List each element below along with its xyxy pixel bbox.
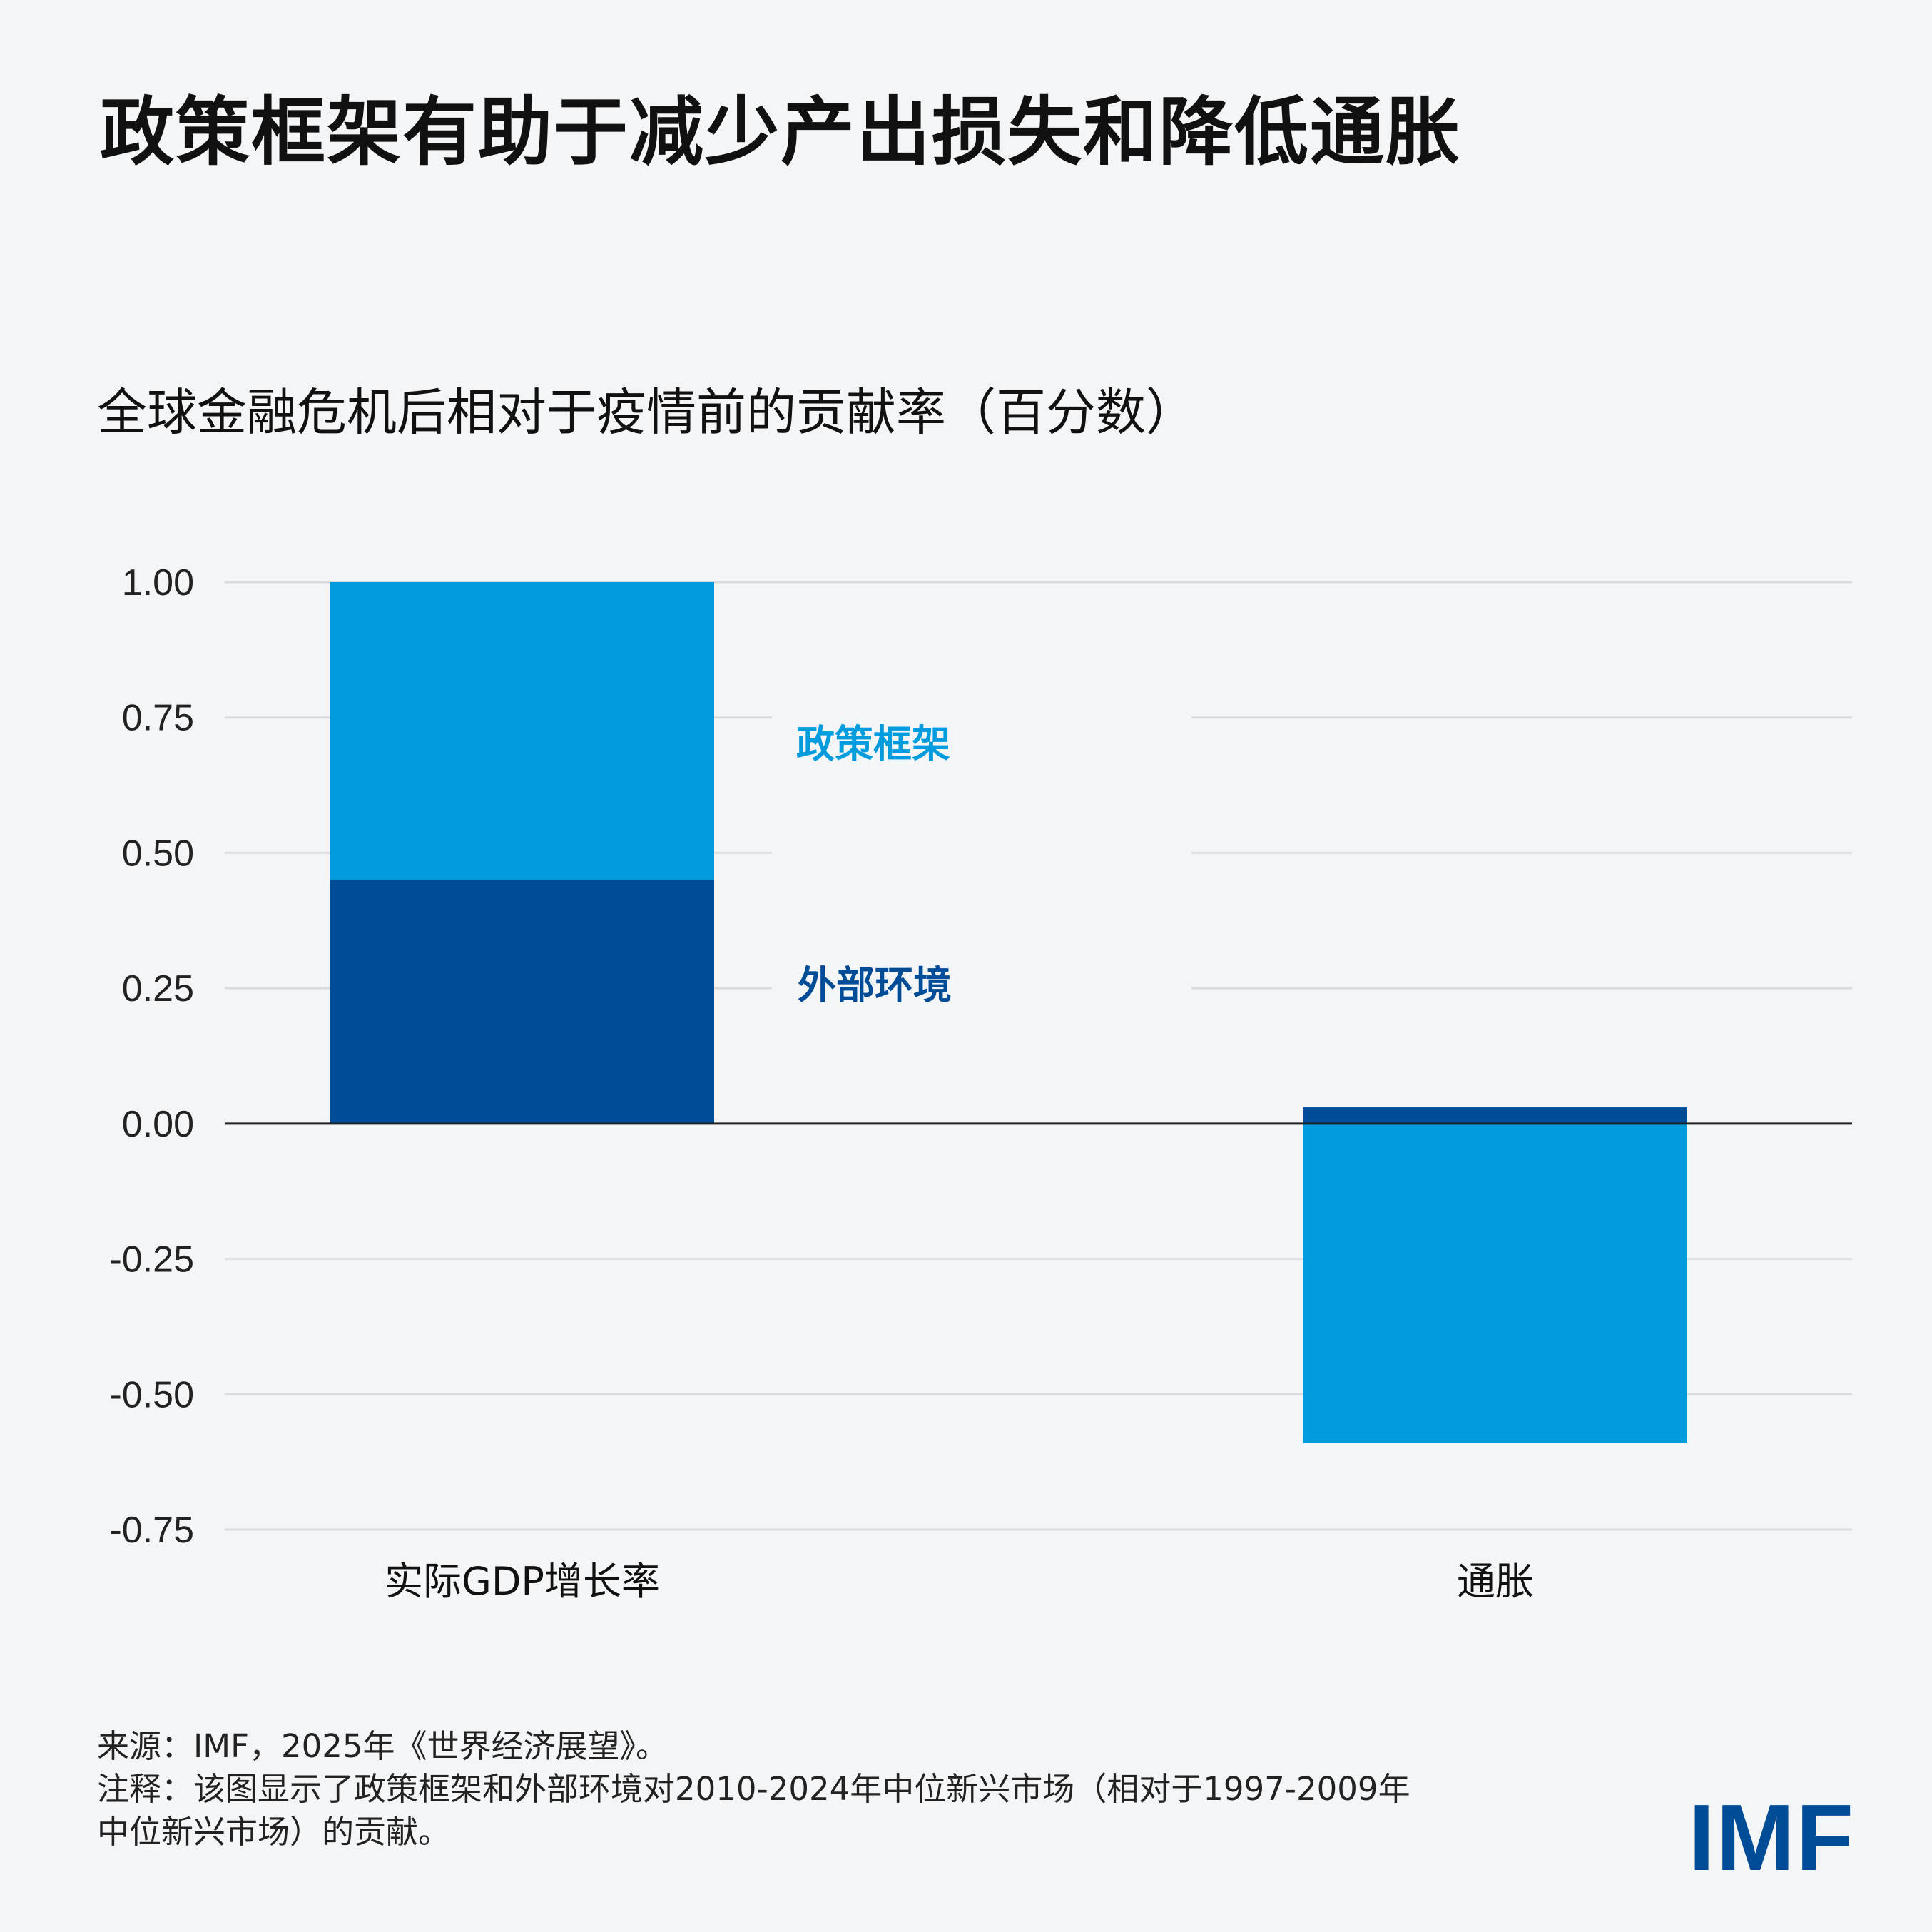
- chart-subtitle: 全球金融危机后相对于疫情前的贡献率（百分数）: [97, 383, 1196, 442]
- note-line-2: 中位新兴市场）的贡献。: [97, 1813, 451, 1851]
- y-axis-ticks: 1.00 0.75 0.50 0.25 0.00 -0.25 -0.50 -0.75: [109, 562, 194, 1551]
- bar-segment: [1303, 1123, 1687, 1443]
- y-tick-label: 0.50: [122, 833, 194, 874]
- chart-title: 政策框架有助于减少产出损失和降低通胀: [100, 88, 1462, 176]
- bar-segment: [330, 582, 714, 880]
- y-tick-label: -0.75: [109, 1510, 194, 1551]
- bar-segment: [330, 880, 714, 1124]
- footer: 来源：IMF，2025年《世界经济展望》。 注释：该图显示了政策框架和外部环境对…: [97, 1725, 1631, 1854]
- series-label-external: 外部环境: [798, 962, 952, 1007]
- imf-logo: IMF: [1688, 1785, 1855, 1890]
- bar-segment: [1303, 1107, 1687, 1124]
- y-tick-label: -0.50: [109, 1374, 194, 1415]
- bars: [330, 582, 1687, 1443]
- source-note: 来源：IMF，2025年《世界经济展望》。: [97, 1727, 668, 1765]
- x-category-label: 实际GDP增长率: [385, 1559, 660, 1604]
- x-category-label: 通胀: [1457, 1559, 1534, 1604]
- y-tick-label: 0.75: [122, 698, 194, 739]
- y-tick-label: 0.25: [122, 968, 194, 1010]
- y-tick-label: -0.25: [109, 1239, 194, 1281]
- series-label-policy: 政策框架: [796, 722, 950, 767]
- note-line-1: 注释：该图显示了政策框架和外部环境对2010-2024年中位新兴市场（相对于19…: [97, 1770, 1410, 1808]
- category-labels: 实际GDP增长率 通胀: [385, 1559, 1534, 1604]
- y-tick-label: 1.00: [122, 562, 194, 604]
- y-tick-label: 0.00: [122, 1104, 194, 1145]
